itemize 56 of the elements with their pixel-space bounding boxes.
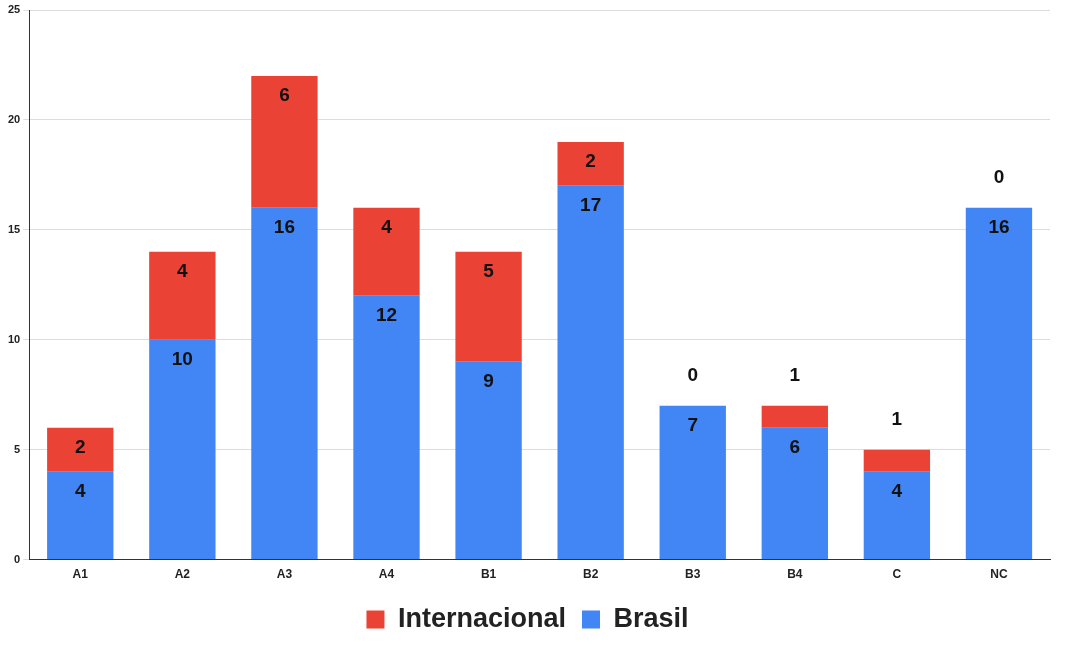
x-tick-label: A3 [276,567,293,582]
bar [863,471,931,560]
bar [659,405,726,560]
data-label: 9 [483,369,494,391]
data-label: 16 [988,216,1010,238]
bar [965,207,1033,560]
bar [761,405,828,428]
y-tick-label: 25 [7,3,21,16]
bar [47,427,114,472]
bar [149,251,216,340]
bar [353,207,420,296]
bar [761,427,828,560]
bar [455,251,522,362]
data-label: 17 [580,194,602,216]
data-label: 0 [993,166,1005,188]
legend-label: Brasil [613,602,689,633]
legend-label: Internacional [397,602,567,633]
bar [863,449,931,472]
data-label: 6 [279,84,290,106]
x-tick-label: A2 [174,567,191,582]
y-tick-label: 20 [7,112,21,125]
x-tick-label: A1 [72,567,89,582]
bar [149,339,216,560]
data-label: 5 [483,260,495,282]
bar [455,361,522,560]
x-tick-label: B2 [582,567,599,582]
x-tick-label: NC [990,567,1008,582]
bar [251,75,318,208]
bar [353,295,420,560]
x-tick-label: C [892,567,902,582]
data-label: 2 [585,150,596,172]
y-tick-label: 10 [7,332,21,345]
data-label: 2 [74,435,86,457]
data-label: 7 [687,413,699,435]
bar [47,471,114,560]
x-tick-label: B1 [480,567,497,582]
bar [251,207,318,560]
x-tick-label: B3 [685,567,701,582]
x-tick-label: A4 [378,567,395,582]
data-label: 4 [381,216,393,238]
x-tick-label: B4 [787,567,803,582]
data-label: 6 [789,435,801,457]
data-label: 0 [687,363,699,385]
data-label: 4 [74,479,86,501]
bar [557,185,624,560]
data-label: 4 [177,260,189,282]
y-tick-label: 5 [14,442,21,455]
data-label: 10 [171,347,193,369]
data-label: 12 [375,304,398,326]
data-label: 4 [891,479,903,501]
data-label: 16 [273,216,295,238]
bar [557,141,624,186]
y-tick-label: 0 [14,552,21,565]
y-tick-label: 15 [7,222,21,235]
data-label: 1 [789,363,801,385]
data-label: 1 [891,407,903,429]
